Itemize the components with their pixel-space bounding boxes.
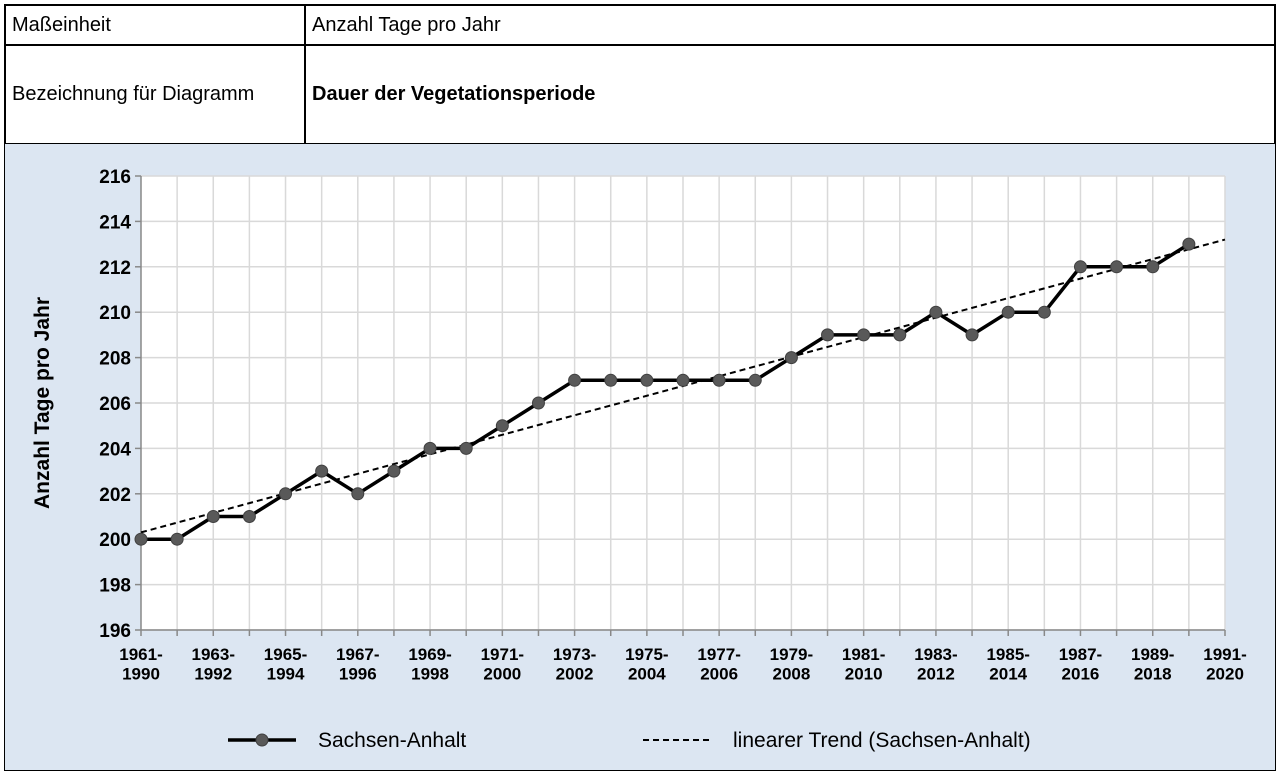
data-point [170,532,184,546]
data-point [242,510,256,523]
table-cell: Dauer der Vegetationsperiode [304,44,1276,145]
data-point [1146,260,1160,274]
y-tick-label: 216 [99,167,131,188]
data-point [712,373,726,387]
x-tick-label: 1985-2014 [986,645,1029,684]
data-point [1001,305,1015,319]
x-tick-label: 1989-2018 [1131,645,1174,684]
data-point [315,464,329,478]
y-tick-label: 212 [99,258,131,279]
data-point [1037,305,1051,319]
data-point [279,487,293,501]
y-tick-label: 202 [99,485,131,506]
data-point [893,328,907,342]
data-point [821,328,835,342]
data-point [676,373,690,387]
table-cell: Anzahl Tage pro Jahr [304,4,1276,46]
chart: 196 198 200 202 204 206 208 210 212 214 216 1961-19… [4,143,1276,771]
data-point [531,396,545,410]
y-tick-label: 196 [99,621,131,642]
data-point [495,419,509,433]
table-cell: Maßeinheit [4,4,306,46]
data-point [1182,237,1196,251]
data-point [857,328,871,342]
x-tick-label: 1983-2012 [914,645,957,684]
legend-label: Sachsen-Anhalt [318,729,466,752]
data-point [134,532,148,546]
x-tick-label: 1975-2004 [625,645,668,684]
data-point [965,328,979,342]
data-point [748,373,762,387]
x-tick-label: 1963-1992 [192,645,235,684]
x-tick-label: 1981-2010 [842,645,885,684]
data-point [784,351,798,365]
data-point [423,441,437,455]
x-tick-label: 1961-1990 [119,645,162,684]
y-axis-title: Anzahl Tage pro Jahr [31,297,54,509]
x-tick-label: 1977-2006 [697,645,740,684]
x-tick-label: 1967-1996 [336,645,379,684]
y-tick-label: 210 [99,303,131,324]
x-tick-label: 1971-2000 [481,645,524,684]
data-point [459,441,473,455]
data-point [1110,260,1124,274]
x-tick-label: 1987-2016 [1059,645,1102,684]
y-tick-label: 198 [99,576,131,597]
x-tick-label: 1965-1994 [264,645,307,684]
data-point [604,373,618,387]
y-tick-label: 200 [99,530,131,551]
y-tick-label: 204 [99,439,131,460]
legend-marker [255,733,269,747]
y-tick-label: 206 [99,394,131,415]
table-cell: Bezeichnung für Diagramm [4,44,306,145]
data-point [206,510,220,523]
data-point [1073,260,1087,274]
data-point [387,464,401,478]
data-point [351,487,365,501]
x-tick-label: 1979-2008 [770,645,813,684]
y-tick-label: 214 [99,212,131,233]
x-tick-label: 1991-2020 [1203,645,1246,684]
x-tick-label: 1973-2002 [553,645,596,684]
x-tick-label: 1969-1998 [408,645,451,684]
data-point [640,373,654,387]
data-point [568,373,582,387]
data-point [929,305,943,319]
y-tick-label: 208 [99,349,131,370]
legend-label: linearer Trend (Sachsen-Anhalt) [733,729,1031,752]
